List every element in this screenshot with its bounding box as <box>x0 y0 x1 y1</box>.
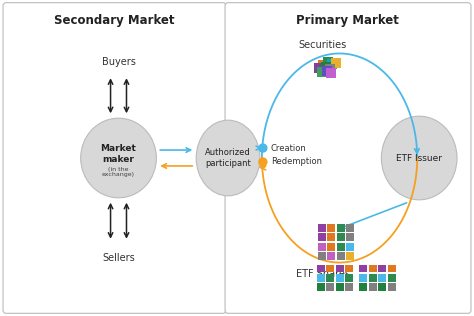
Bar <box>346 233 354 241</box>
Bar <box>337 224 345 232</box>
Bar <box>359 264 367 272</box>
Bar <box>318 243 326 251</box>
Bar <box>388 274 396 282</box>
Bar <box>318 233 326 241</box>
Text: Creation: Creation <box>271 143 307 153</box>
Bar <box>318 224 326 232</box>
Bar <box>388 264 396 272</box>
FancyBboxPatch shape <box>225 3 471 313</box>
Bar <box>326 264 334 272</box>
Bar <box>345 283 353 291</box>
Ellipse shape <box>382 116 457 200</box>
Bar <box>346 224 354 232</box>
Bar <box>337 252 345 260</box>
Point <box>319 62 327 67</box>
Text: ETF Issuer: ETF Issuer <box>396 154 442 162</box>
Ellipse shape <box>196 120 260 196</box>
Bar <box>359 274 367 282</box>
Bar <box>346 252 354 260</box>
Text: Authorized
participant: Authorized participant <box>205 148 251 168</box>
Bar <box>317 264 325 272</box>
Bar <box>327 233 335 241</box>
Point <box>326 67 334 72</box>
Text: Redemption: Redemption <box>271 157 322 167</box>
Bar <box>378 274 386 282</box>
Text: Buyers: Buyers <box>101 58 136 67</box>
Bar <box>388 283 396 291</box>
Bar <box>369 264 377 272</box>
FancyBboxPatch shape <box>3 3 226 313</box>
Text: Secondary Market: Secondary Market <box>55 14 175 27</box>
Point <box>323 69 331 74</box>
Bar <box>378 264 386 272</box>
Text: ETF Shares: ETF Shares <box>296 270 350 279</box>
Bar <box>317 274 325 282</box>
Point <box>332 61 340 66</box>
Bar <box>318 252 326 260</box>
Text: Sellers: Sellers <box>102 252 135 263</box>
Bar <box>337 233 345 241</box>
Bar <box>359 283 367 291</box>
Text: Securities: Securities <box>299 40 347 51</box>
Bar <box>378 283 386 291</box>
Bar <box>326 283 334 291</box>
Point <box>324 60 332 65</box>
Bar <box>369 274 377 282</box>
Bar <box>336 264 344 272</box>
Bar <box>326 274 334 282</box>
Bar <box>336 283 344 291</box>
Bar <box>327 252 335 260</box>
Circle shape <box>259 144 267 152</box>
Bar <box>369 283 377 291</box>
Bar <box>317 283 325 291</box>
Point <box>315 66 322 71</box>
Point <box>327 70 335 76</box>
Bar <box>327 224 335 232</box>
Text: Primary Market: Primary Market <box>296 14 399 27</box>
Bar <box>346 243 354 251</box>
Circle shape <box>259 158 267 166</box>
Point <box>322 65 330 70</box>
Ellipse shape <box>81 118 156 198</box>
Text: (in the
exchange): (in the exchange) <box>102 167 135 177</box>
Bar <box>345 274 353 282</box>
Point <box>328 62 336 67</box>
Bar <box>337 243 345 251</box>
Bar <box>336 274 344 282</box>
Bar <box>327 243 335 251</box>
Point <box>319 70 326 75</box>
Bar <box>345 264 353 272</box>
Text: Market
maker: Market maker <box>100 144 137 164</box>
